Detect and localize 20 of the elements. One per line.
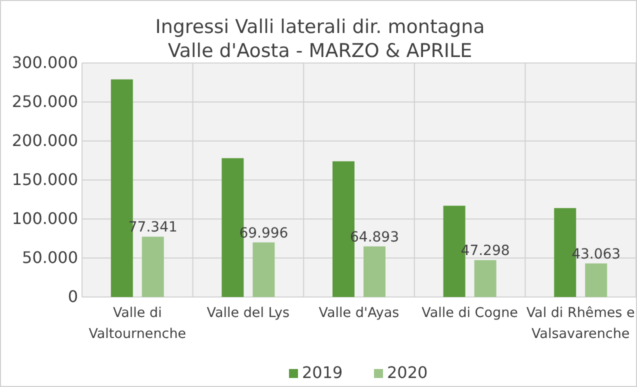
x-tick-label: Valle del Lys [206, 305, 290, 321]
x-tick-label: Val di Rhêmes e Valsavarenche [526, 305, 635, 342]
bar [364, 246, 386, 297]
legend-label: 2020 [387, 363, 428, 382]
y-tick-label: 200.000 [12, 131, 78, 150]
y-tick-label: 100.000 [12, 209, 78, 228]
chart-title: Ingressi Valli laterali dir. montagna Valle d'Aosta - MARZO & APRILE [155, 16, 485, 62]
bar [142, 236, 164, 297]
bar [474, 260, 496, 297]
x-tick-label: Valle d'Ayas [318, 305, 400, 321]
bar [585, 263, 608, 297]
y-tick-label: 50.000 [22, 248, 78, 268]
y-tick-label: 150.000 [12, 170, 78, 190]
y-tick-label: 0 [68, 287, 78, 306]
y-tick-label: 300.000 [12, 53, 78, 72]
legend-label: 2019 [302, 363, 343, 382]
y-tick-label: 250.000 [12, 92, 78, 112]
bar [252, 242, 275, 297]
x-tick-label: Valle di Cogne [422, 305, 518, 321]
x-tick-label: Valle di Valtournenche [88, 305, 186, 342]
